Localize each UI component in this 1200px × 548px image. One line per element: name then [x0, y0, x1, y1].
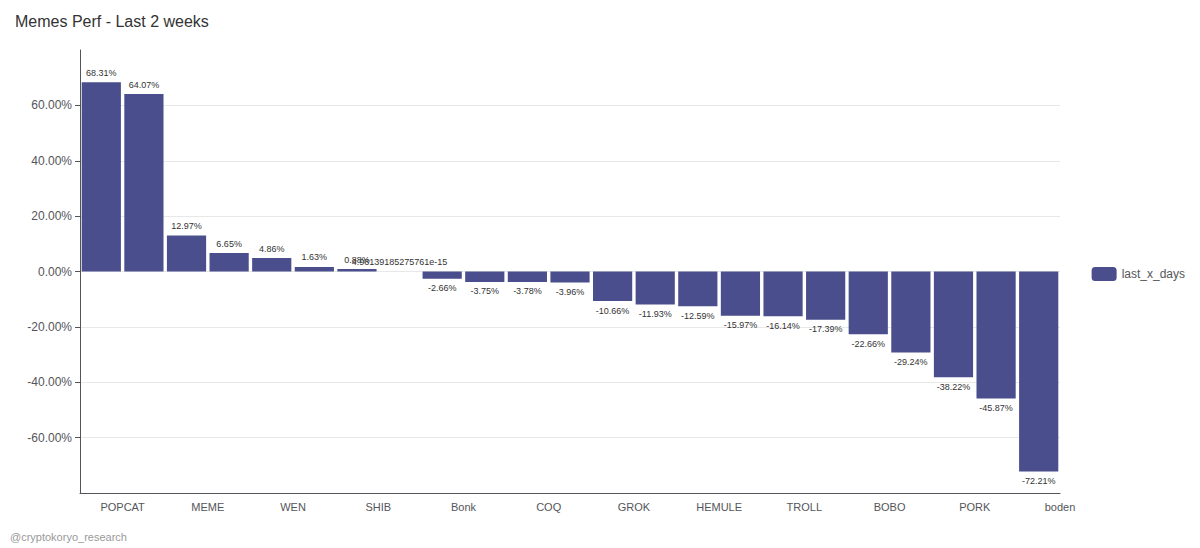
svg-text:-12.59%: -12.59%	[681, 311, 715, 321]
svg-text:PORK: PORK	[959, 501, 991, 513]
svg-text:1.63%: 1.63%	[302, 252, 328, 262]
svg-text:4.98139185275761e-15: 4.98139185275761e-15	[352, 257, 448, 267]
svg-text:WEN: WEN	[280, 501, 306, 513]
svg-text:TROLL: TROLL	[787, 501, 822, 513]
svg-text:Bonk: Bonk	[451, 501, 477, 513]
svg-text:-10.66%: -10.66%	[596, 306, 630, 316]
svg-text:-38.22%: -38.22%	[937, 382, 971, 392]
svg-text:@cryptokoryo_research: @cryptokoryo_research	[10, 531, 127, 543]
svg-text:BOBO: BOBO	[874, 501, 906, 513]
svg-text:-20.00%: -20.00%	[27, 320, 72, 334]
svg-text:60.00%: 60.00%	[31, 98, 72, 112]
svg-text:12.97%: 12.97%	[171, 221, 202, 231]
svg-text:-40.00%: -40.00%	[27, 375, 72, 389]
svg-text:-29.24%: -29.24%	[894, 357, 928, 367]
svg-text:68.31%: 68.31%	[86, 68, 117, 78]
svg-text:-3.75%: -3.75%	[471, 286, 500, 296]
svg-text:6.65%: 6.65%	[216, 239, 242, 249]
svg-text:-2.66%: -2.66%	[428, 283, 457, 293]
svg-text:-15.97%: -15.97%	[724, 320, 758, 330]
svg-text:-22.66%: -22.66%	[851, 339, 885, 349]
svg-text:-45.87%: -45.87%	[979, 403, 1013, 413]
svg-text:-3.78%: -3.78%	[513, 286, 542, 296]
svg-text:boden: boden	[1045, 501, 1076, 513]
svg-text:Memes Perf - Last 2 weeks: Memes Perf - Last 2 weeks	[15, 13, 209, 30]
svg-text:-11.93%: -11.93%	[639, 309, 672, 319]
svg-text:4.86%: 4.86%	[259, 244, 285, 254]
svg-text:0.00%: 0.00%	[38, 265, 72, 279]
svg-text:-72.21%: -72.21%	[1022, 476, 1056, 486]
svg-text:MEME: MEME	[191, 501, 224, 513]
svg-text:SHIB: SHIB	[365, 501, 391, 513]
svg-text:HEMULE: HEMULE	[696, 501, 742, 513]
svg-text:POPCAT: POPCAT	[100, 501, 145, 513]
svg-text:-17.39%: -17.39%	[809, 324, 843, 334]
svg-text:20.00%: 20.00%	[31, 209, 72, 223]
svg-text:GROK: GROK	[618, 501, 651, 513]
svg-text:-3.96%: -3.96%	[556, 287, 585, 297]
svg-text:COQ: COQ	[536, 501, 562, 513]
svg-text:-16.14%: -16.14%	[766, 321, 800, 331]
svg-text:40.00%: 40.00%	[31, 154, 72, 168]
svg-text:-60.00%: -60.00%	[27, 431, 72, 445]
svg-text:64.07%: 64.07%	[129, 80, 160, 90]
svg-text:last_x_days: last_x_days	[1122, 267, 1185, 281]
